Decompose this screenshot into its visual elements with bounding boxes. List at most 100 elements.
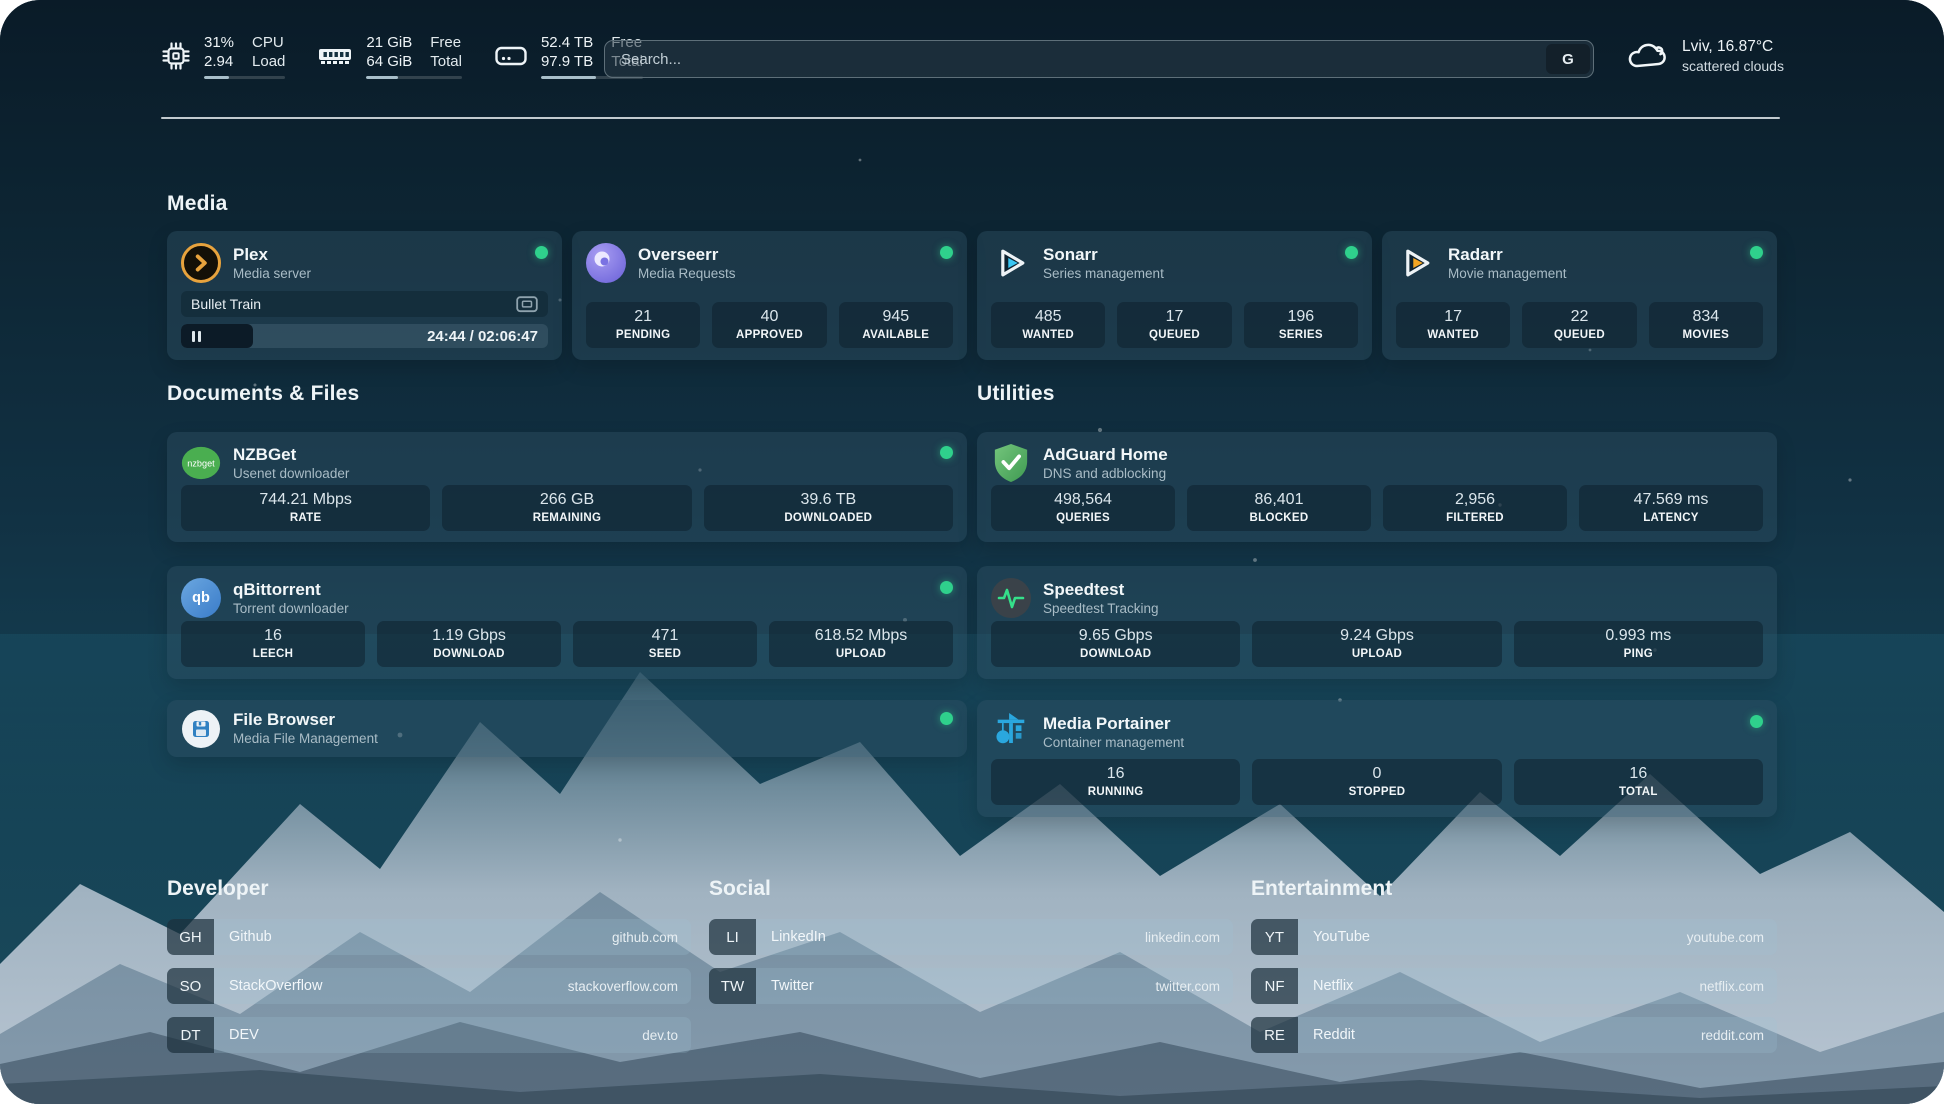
qbittorrent-title: qBittorrent bbox=[233, 579, 321, 599]
cpu-label: CPU bbox=[252, 34, 284, 51]
stat-label: QUEUED bbox=[1148, 329, 1200, 341]
plex-app-card[interactable]: Plex Media server Bullet Train 24 bbox=[167, 231, 562, 360]
portainer-header: Media Portainer Container management bbox=[991, 712, 1763, 752]
qbittorrent-app-card[interactable]: qb qBittorrent Torrent downloader 16 LEE… bbox=[167, 566, 967, 679]
search-input[interactable] bbox=[605, 50, 1546, 68]
sonarr-app-card[interactable]: Sonarr Series management 485 WANTED 17 Q… bbox=[977, 231, 1372, 360]
stat-label: SEED bbox=[648, 648, 682, 660]
bookmark-reddit[interactable]: RE Reddit reddit.com bbox=[1251, 1017, 1777, 1053]
nzbget-app-card[interactable]: nzbget NZBGet Usenet downloader 744.21 M… bbox=[167, 432, 967, 542]
stat-label: UPLOAD bbox=[835, 648, 887, 660]
stat-queued: 17 QUEUED bbox=[1117, 302, 1232, 348]
stat-download: 1.19 Gbps DOWNLOAD bbox=[377, 621, 561, 667]
speedtest-header: Speedtest Speedtest Tracking bbox=[991, 578, 1763, 618]
stat-label: WANTED bbox=[1427, 329, 1479, 341]
plex-progress-bar: 24:44 / 02:06:47 bbox=[181, 324, 548, 348]
stat-label: DOWNLOAD bbox=[433, 648, 505, 660]
speedtest-app-card[interactable]: Speedtest Speedtest Tracking 9.65 Gbps D… bbox=[977, 566, 1777, 679]
disk-free-value: 52.4 TB bbox=[540, 34, 594, 51]
overseerr-header: Overseerr Media Requests bbox=[586, 243, 953, 283]
bookmark-abbr: YT bbox=[1251, 919, 1298, 955]
stat-value: 86,401 bbox=[1254, 491, 1304, 508]
speedtest-icon bbox=[991, 578, 1031, 618]
sonarr-subtitle: Series management bbox=[1043, 265, 1164, 281]
portainer-stats: 16 RUNNING 0 STOPPED 16 TOTAL bbox=[991, 759, 1763, 805]
plex-now-playing-row: Bullet Train bbox=[181, 291, 548, 318]
stat-running: 16 RUNNING bbox=[991, 759, 1241, 805]
adguard-app-card[interactable]: AdGuard Home DNS and adblocking 498,564 … bbox=[977, 432, 1777, 542]
stat-value: 16 bbox=[264, 627, 282, 644]
stat-value: 16 bbox=[1106, 765, 1125, 782]
adguard-subtitle: DNS and adblocking bbox=[1043, 465, 1167, 481]
bookmark-twitter[interactable]: TW Twitter twitter.com bbox=[709, 968, 1233, 1004]
stat-label: REMAINING bbox=[532, 512, 602, 524]
memory-total-label: Total bbox=[430, 53, 462, 70]
memory-total-value: 64 GiB bbox=[366, 53, 413, 70]
bookmark-abbr: NF bbox=[1251, 968, 1298, 1004]
filebrowser-subtitle: Media File Management bbox=[233, 731, 378, 746]
stat-label: UPLOAD bbox=[1351, 648, 1403, 660]
stat-label: QUEUED bbox=[1553, 329, 1605, 341]
stat-download: 9.65 Gbps DOWNLOAD bbox=[991, 621, 1241, 667]
stat-ping: 0.993 ms PING bbox=[1513, 621, 1763, 667]
section-title-utilities: Utilities bbox=[977, 382, 1055, 405]
adguard-stats: 498,564 QUERIES 86,401 BLOCKED 2,956 FIL… bbox=[991, 485, 1763, 531]
stat-approved: 40 APPROVED bbox=[712, 302, 827, 348]
stat-stopped: 0 STOPPED bbox=[1252, 759, 1502, 805]
bookmark-netflix[interactable]: NF Netflix netflix.com bbox=[1251, 968, 1777, 1004]
nzbget-header: nzbget NZBGet Usenet downloader bbox=[181, 443, 953, 483]
stat-label: SERIES bbox=[1278, 329, 1323, 341]
sonarr-header: Sonarr Series management bbox=[991, 243, 1358, 283]
filebrowser-app-card[interactable]: File Browser Media File Management bbox=[167, 700, 967, 757]
stat-label: PING bbox=[1623, 648, 1653, 660]
stat-available: 945 AVAILABLE bbox=[838, 302, 953, 348]
radarr-app-card[interactable]: Radarr Movie management 17 WANTED 22 QUE… bbox=[1382, 231, 1777, 360]
stat-label: LATENCY bbox=[1643, 512, 1699, 524]
overseerr-icon bbox=[586, 243, 626, 283]
stat-rate: 744.21 Mbps RATE bbox=[181, 485, 431, 531]
stat-remaining: 266 GB REMAINING bbox=[442, 485, 692, 531]
portainer-app-card[interactable]: Media Portainer Container management 16 … bbox=[977, 700, 1777, 817]
cpu-usage-value: 31% bbox=[204, 34, 235, 51]
stat-total: 16 TOTAL bbox=[1513, 759, 1763, 805]
stat-value: 266 GB bbox=[539, 491, 595, 508]
cpu-usage-bar bbox=[204, 76, 286, 79]
memory-free-value: 21 GiB bbox=[366, 34, 413, 51]
filebrowser-header: File Browser Media File Management bbox=[181, 709, 953, 749]
stat-filtered: 2,956 FILTERED bbox=[1383, 485, 1567, 531]
search-engine-button[interactable]: G bbox=[1546, 44, 1590, 74]
memory-stat: 21 GiB 64 GiB Free Total bbox=[317, 33, 462, 79]
bookmark-domain: stackoverflow.com bbox=[567, 978, 678, 994]
stat-movies: 834 MOVIES bbox=[1648, 302, 1763, 348]
qbittorrent-stats: 16 LEECH 1.19 Gbps DOWNLOAD 471 SEED 618… bbox=[181, 621, 953, 667]
stat-value: 39.6 TB bbox=[800, 491, 857, 508]
bookmark-domain: linkedin.com bbox=[1144, 929, 1220, 945]
section-title-developer: Developer bbox=[167, 877, 269, 900]
overseerr-app-card[interactable]: Overseerr Media Requests 21 PENDING 40 A… bbox=[572, 231, 967, 360]
speedtest-title: Speedtest bbox=[1043, 579, 1125, 599]
bookmark-name: Netflix bbox=[1313, 978, 1354, 994]
stat-value: 945 bbox=[882, 308, 910, 325]
plex-progress-fill bbox=[181, 324, 253, 348]
stat-label: AVAILABLE bbox=[862, 329, 930, 341]
portainer-icon bbox=[991, 712, 1031, 752]
bookmark-domain: reddit.com bbox=[1700, 1027, 1764, 1043]
bookmark-dev[interactable]: DT DEV dev.to bbox=[167, 1017, 691, 1053]
header-divider bbox=[161, 117, 1780, 119]
bookmark-github[interactable]: GH Github github.com bbox=[167, 919, 691, 955]
bookmark-youtube[interactable]: YT YouTube youtube.com bbox=[1251, 919, 1777, 955]
radarr-icon bbox=[1396, 243, 1436, 283]
section-title-media: Media bbox=[167, 192, 228, 215]
stat-label: BLOCKED bbox=[1249, 512, 1309, 524]
bookmark-linkedin[interactable]: LI LinkedIn linkedin.com bbox=[709, 919, 1233, 955]
stat-value: 17 bbox=[1165, 308, 1184, 325]
stat-label: DOWNLOAD bbox=[1079, 648, 1152, 660]
stat-label: STOPPED bbox=[1348, 786, 1406, 798]
nzbget-icon: nzbget bbox=[181, 443, 221, 483]
stat-queries: 498,564 QUERIES bbox=[991, 485, 1175, 531]
bookmark-stackoverflow[interactable]: SO StackOverflow stackoverflow.com bbox=[167, 968, 691, 1004]
bookmark-name: LinkedIn bbox=[771, 929, 826, 945]
search-bar: G bbox=[604, 40, 1594, 78]
qbittorrent-status-dot bbox=[940, 581, 953, 594]
stat-value: 22 bbox=[1570, 308, 1589, 325]
